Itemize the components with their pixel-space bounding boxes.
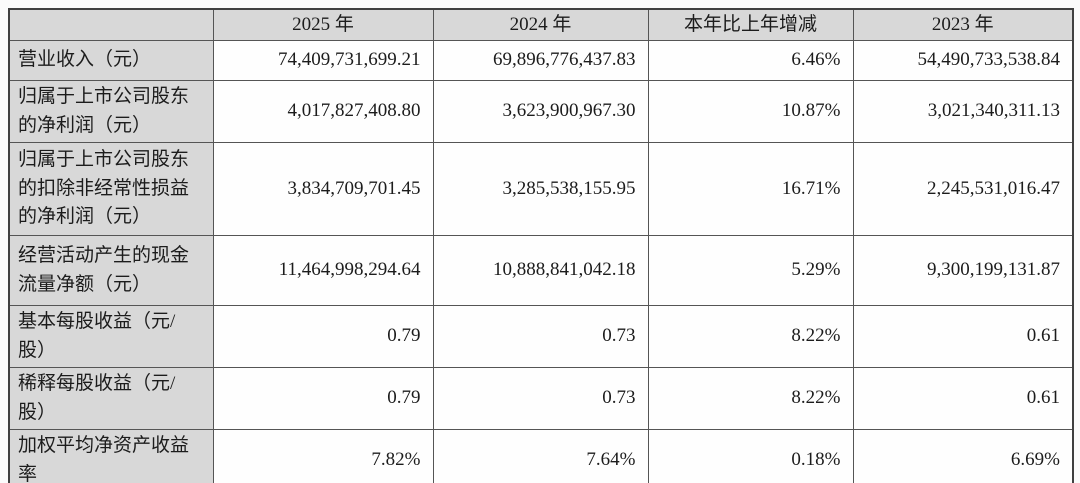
cell-value: 0.73 bbox=[432, 305, 649, 368]
cell-value: 0.61 bbox=[852, 305, 1074, 368]
cell-value: 7.64% bbox=[432, 429, 649, 483]
cell-value: 3,834,709,701.45 bbox=[212, 142, 434, 236]
column-header-blank bbox=[8, 8, 214, 41]
row-label: 基本每股收益（元/股） bbox=[8, 305, 214, 368]
cell-value: 5.29% bbox=[647, 235, 854, 306]
cell-value: 3,285,538,155.95 bbox=[432, 142, 649, 236]
cell-value: 10,888,841,042.18 bbox=[432, 235, 649, 306]
cell-value: 3,623,900,967.30 bbox=[432, 80, 649, 143]
column-header-2024: 2024 年 bbox=[432, 8, 649, 41]
row-label: 归属于上市公司股东的扣除非经常性损益的净利润（元） bbox=[8, 142, 214, 236]
column-header-2025: 2025 年 bbox=[212, 8, 434, 41]
cell-value: 6.69% bbox=[852, 429, 1074, 483]
cell-value: 0.18% bbox=[647, 429, 854, 483]
cell-value: 9,300,199,131.87 bbox=[852, 235, 1074, 306]
cell-value: 8.22% bbox=[647, 305, 854, 368]
cell-value: 10.87% bbox=[647, 80, 854, 143]
row-label: 加权平均净资产收益率 bbox=[8, 429, 214, 483]
cell-value: 0.73 bbox=[432, 367, 649, 430]
cell-value: 11,464,998,294.64 bbox=[212, 235, 434, 306]
column-header-yoy-change: 本年比上年增减 bbox=[647, 8, 854, 41]
row-label: 归属于上市公司股东的净利润（元） bbox=[8, 80, 214, 143]
cell-value: 7.82% bbox=[212, 429, 434, 483]
table-row-operating-cash-flow: 经营活动产生的现金流量净额（元） 11,464,998,294.64 10,88… bbox=[8, 235, 1074, 306]
table-row-net-profit-excl-nonrecurring: 归属于上市公司股东的扣除非经常性损益的净利润（元） 3,834,709,701.… bbox=[8, 142, 1074, 236]
column-header-2023: 2023 年 bbox=[852, 8, 1074, 41]
cell-value: 69,896,776,437.83 bbox=[432, 40, 649, 81]
table-row-weighted-avg-roe: 加权平均净资产收益率 7.82% 7.64% 0.18% 6.69% bbox=[8, 429, 1074, 483]
cell-value: 0.79 bbox=[212, 367, 434, 430]
financial-summary-table: 2025 年 2024 年 本年比上年增减 2023 年 营业收入（元） 74,… bbox=[8, 8, 1074, 483]
cell-value: 6.46% bbox=[647, 40, 854, 81]
cell-value: 4,017,827,408.80 bbox=[212, 80, 434, 143]
table-row-net-profit: 归属于上市公司股东的净利润（元） 4,017,827,408.80 3,623,… bbox=[8, 80, 1074, 143]
cell-value: 74,409,731,699.21 bbox=[212, 40, 434, 81]
cell-value: 3,021,340,311.13 bbox=[852, 80, 1074, 143]
table-row-operating-revenue: 营业收入（元） 74,409,731,699.21 69,896,776,437… bbox=[8, 40, 1074, 81]
cell-value: 8.22% bbox=[647, 367, 854, 430]
cell-value: 54,490,733,538.84 bbox=[852, 40, 1074, 81]
table-row-basic-eps: 基本每股收益（元/股） 0.79 0.73 8.22% 0.61 bbox=[8, 305, 1074, 368]
row-label: 稀释每股收益（元/股） bbox=[8, 367, 214, 430]
cell-value: 16.71% bbox=[647, 142, 854, 236]
row-label: 经营活动产生的现金流量净额（元） bbox=[8, 235, 214, 306]
table-row-diluted-eps: 稀释每股收益（元/股） 0.79 0.73 8.22% 0.61 bbox=[8, 367, 1074, 430]
header-row: 2025 年 2024 年 本年比上年增减 2023 年 bbox=[8, 8, 1074, 41]
cell-value: 0.61 bbox=[852, 367, 1074, 430]
cell-value: 0.79 bbox=[212, 305, 434, 368]
cell-value: 2,245,531,016.47 bbox=[852, 142, 1074, 236]
row-label: 营业收入（元） bbox=[8, 40, 214, 81]
